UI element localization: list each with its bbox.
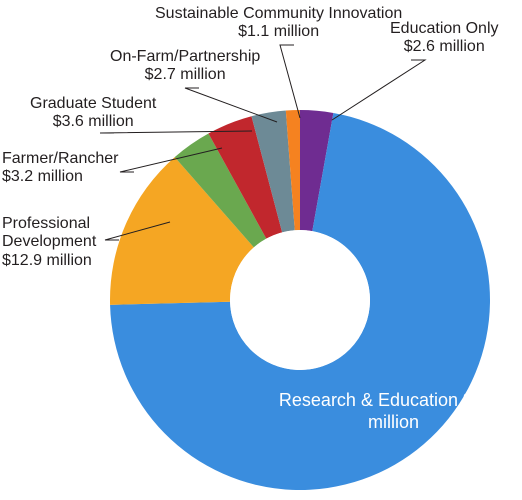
label-grad-student: Graduate Student $3.6 million [30, 95, 156, 132]
label-research-education-title: Research & Education [279, 390, 458, 410]
label-education-only-value: $2.6 million [390, 38, 499, 56]
label-grad-student-title: Graduate Student [30, 95, 156, 112]
label-on-farm: On-Farm/Partnership $2.7 million [110, 48, 260, 85]
label-prof-dev: Professional Development $12.9 million [2, 215, 96, 270]
label-research-education: Research & Education $66.4 million [265, 390, 522, 433]
label-education-only: Education Only $2.6 million [390, 20, 499, 57]
leader-education_only [332, 60, 425, 120]
label-on-farm-value: $2.7 million [110, 66, 260, 84]
label-sustainable: Sustainable Community Innovation $1.1 mi… [155, 5, 402, 42]
label-farmer-rancher: Farmer/Rancher $3.2 million [2, 150, 118, 187]
label-farmer-rancher-title: Farmer/Rancher [2, 150, 118, 167]
label-prof-dev-value: $12.9 million [2, 252, 96, 270]
label-on-farm-title: On-Farm/Partnership [110, 48, 260, 65]
label-sustainable-value: $1.1 million [155, 23, 402, 41]
label-farmer-rancher-value: $3.2 million [2, 168, 118, 186]
label-education-only-title: Education Only [390, 20, 499, 37]
leader-sustainable [280, 45, 300, 118]
leader-on_farm [185, 88, 277, 122]
label-grad-student-value: $3.6 million [30, 113, 156, 131]
donut-chart-container: Education Only $2.6 million Sustainable … [0, 0, 522, 500]
donut-hole [230, 230, 370, 370]
label-prof-dev-title-1: Professional [2, 215, 90, 232]
label-prof-dev-title-2: Development [2, 233, 96, 251]
label-sustainable-title: Sustainable Community Innovation [155, 5, 402, 22]
